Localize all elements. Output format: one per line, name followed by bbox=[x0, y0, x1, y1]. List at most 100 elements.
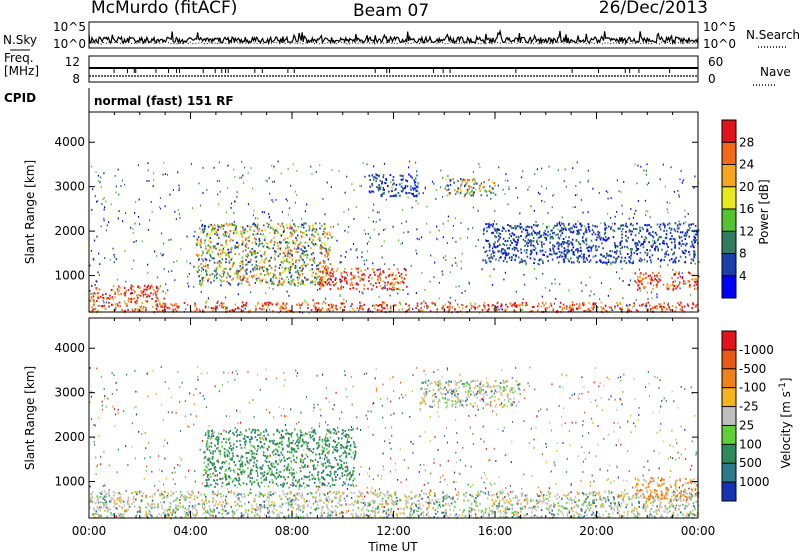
power-cell bbox=[117, 168, 119, 171]
power-cell bbox=[573, 225, 576, 228]
power-cell bbox=[628, 309, 631, 312]
power-cell bbox=[294, 224, 296, 227]
power-cell bbox=[492, 231, 494, 234]
power-cell bbox=[622, 228, 624, 230]
velocity-cell bbox=[693, 514, 696, 517]
power-cell bbox=[288, 271, 291, 274]
power-cell bbox=[103, 217, 105, 220]
power-cell bbox=[145, 288, 147, 291]
power-cell bbox=[620, 247, 622, 250]
power-cell bbox=[378, 184, 380, 187]
power-cell bbox=[597, 306, 599, 308]
velocity-cell bbox=[549, 495, 551, 498]
power-cell bbox=[633, 252, 636, 254]
power-cell bbox=[498, 308, 500, 311]
power-cell bbox=[250, 275, 253, 277]
power-cell bbox=[537, 191, 539, 194]
power-cell bbox=[307, 263, 309, 266]
power-cell bbox=[329, 246, 331, 249]
power-cell bbox=[147, 162, 149, 164]
power-cell bbox=[551, 236, 554, 239]
power-cell bbox=[392, 288, 394, 291]
power-cell bbox=[386, 307, 389, 310]
velocity-echoes bbox=[89, 366, 700, 520]
power-cell bbox=[688, 253, 691, 256]
velocity-cell bbox=[321, 514, 323, 517]
power-cell bbox=[581, 253, 583, 255]
velocity-cell bbox=[537, 500, 540, 503]
power-cell bbox=[178, 189, 180, 192]
power-cell bbox=[319, 287, 321, 290]
power-cell bbox=[113, 261, 115, 264]
power-cell bbox=[643, 258, 646, 261]
power-cell bbox=[572, 251, 575, 253]
power-cell bbox=[320, 282, 322, 285]
velocity-cell bbox=[193, 498, 196, 501]
velocity-cell bbox=[561, 497, 563, 500]
power-cell bbox=[541, 243, 543, 246]
velocity-cell bbox=[415, 503, 417, 506]
power-cell bbox=[203, 230, 205, 233]
velocity-cell bbox=[674, 507, 677, 510]
power-cell bbox=[590, 259, 592, 262]
velocity-cell bbox=[212, 490, 214, 493]
power-cell bbox=[544, 307, 546, 310]
power-cell bbox=[493, 268, 495, 271]
power-cell bbox=[556, 252, 558, 255]
power-cell bbox=[242, 226, 244, 229]
power-cell bbox=[616, 302, 618, 305]
power-cell bbox=[123, 287, 126, 289]
power-cell bbox=[273, 165, 275, 168]
power-cell bbox=[461, 292, 463, 294]
power-cell bbox=[627, 307, 629, 310]
velocity-cell bbox=[678, 505, 680, 508]
power-cell bbox=[488, 190, 491, 193]
power-cell bbox=[327, 267, 329, 270]
power-cell bbox=[304, 250, 306, 253]
power-cell bbox=[93, 301, 96, 304]
velocity-cell bbox=[442, 491, 444, 494]
power-cell bbox=[537, 224, 539, 227]
power-cell bbox=[568, 249, 571, 252]
power-cell bbox=[293, 283, 296, 285]
velocity-cell bbox=[291, 512, 294, 515]
power-cell bbox=[624, 256, 627, 259]
power-cell bbox=[173, 261, 175, 264]
power-cell bbox=[321, 278, 324, 281]
power-cell bbox=[676, 224, 679, 227]
power-cell bbox=[455, 262, 457, 264]
power-cell bbox=[199, 240, 202, 242]
velocity-cell bbox=[664, 510, 666, 513]
power-cell bbox=[282, 261, 284, 264]
power-cell bbox=[449, 305, 451, 308]
power-cell bbox=[189, 262, 191, 265]
power-cell bbox=[666, 308, 668, 311]
power-cell bbox=[503, 227, 505, 230]
power-cell bbox=[526, 233, 529, 236]
velocity-cell bbox=[385, 502, 387, 505]
velocity-cell bbox=[150, 506, 152, 509]
power-cell bbox=[563, 250, 566, 253]
power-cell bbox=[281, 257, 284, 260]
power-cell bbox=[299, 266, 301, 269]
power-cell bbox=[560, 251, 563, 254]
power-cell bbox=[223, 246, 225, 248]
power-cell bbox=[99, 263, 101, 265]
velocity-cell bbox=[211, 500, 214, 503]
power-cell bbox=[546, 226, 548, 229]
power-cell bbox=[400, 185, 403, 188]
power-cell bbox=[616, 179, 618, 182]
power-cell bbox=[231, 246, 233, 249]
power-cell bbox=[518, 304, 520, 307]
power-cell bbox=[340, 285, 342, 287]
power-cell bbox=[471, 189, 473, 192]
velocity-cell bbox=[644, 509, 647, 512]
power-cell bbox=[661, 309, 664, 312]
power-cell bbox=[436, 237, 438, 240]
power-cell bbox=[656, 296, 658, 299]
power-cell bbox=[574, 194, 577, 197]
power-cell bbox=[683, 178, 685, 181]
velocity-cell bbox=[273, 507, 275, 510]
power-cell bbox=[383, 162, 386, 165]
power-cell bbox=[277, 247, 280, 250]
